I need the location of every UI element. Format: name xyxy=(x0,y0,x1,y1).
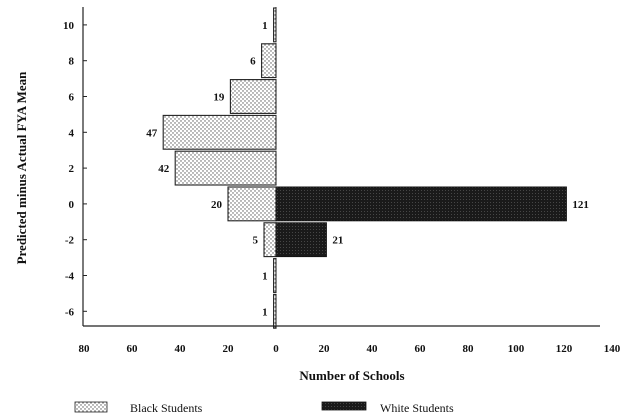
y-tick-label: 0 xyxy=(69,199,75,211)
bar-black-students xyxy=(174,150,277,186)
x-tick-label: 60 xyxy=(415,343,427,355)
bar-black-students xyxy=(229,79,277,114)
x-tick-label: 40 xyxy=(367,343,379,355)
x-tick-label: 140 xyxy=(604,343,621,355)
y-tick-label: 8 xyxy=(69,56,75,68)
data-label-black: 19 xyxy=(213,92,225,104)
data-label-black: 47 xyxy=(146,127,158,139)
legend-label-black: Black Students xyxy=(130,401,203,415)
y-tick-label: 10 xyxy=(63,20,75,32)
bar-white-students xyxy=(275,186,567,222)
data-label-black: 1 xyxy=(262,271,268,283)
x-tick-label: 40 xyxy=(175,343,187,355)
data-label-white: 121 xyxy=(572,199,589,211)
bar-white-students xyxy=(275,222,327,258)
y-axis-title: Predicted minus Actual FYA Mean xyxy=(14,71,29,265)
y-tick-label: -2 xyxy=(65,235,75,247)
x-tick-label: 20 xyxy=(223,343,235,355)
legend: Black Students White Students xyxy=(74,401,454,415)
x-tick-label: 0 xyxy=(273,343,279,355)
data-label-black: 6 xyxy=(250,56,256,68)
legend-label-white: White Students xyxy=(380,401,454,415)
x-tick-label: 80 xyxy=(79,343,91,355)
data-label-black: 20 xyxy=(211,199,223,211)
x-tick-label: 20 xyxy=(319,343,331,355)
bar-black-students xyxy=(273,293,277,329)
bar-black-students xyxy=(227,186,277,222)
x-axis-title: Number of Schools xyxy=(299,368,404,383)
bar-black-students xyxy=(162,114,277,150)
y-tick-label: -4 xyxy=(65,271,75,283)
bar-black-students xyxy=(263,222,277,258)
legend-swatch-white xyxy=(321,401,367,411)
y-tick-label: 4 xyxy=(69,127,75,139)
data-label-black: 1 xyxy=(262,20,268,32)
legend-swatch-black xyxy=(74,401,108,413)
bar-black-students xyxy=(273,7,277,43)
x-tick-label: 120 xyxy=(556,343,573,355)
data-label-black: 42 xyxy=(158,163,170,175)
y-tick-label: 2 xyxy=(69,163,75,175)
y-tick-label: 6 xyxy=(69,92,75,104)
x-tick-label: 60 xyxy=(127,343,139,355)
data-label-white: 21 xyxy=(332,235,343,247)
bar-black-students xyxy=(261,43,277,79)
x-tick-label: 100 xyxy=(508,343,525,355)
data-label-black: 5 xyxy=(253,235,259,247)
bar-black-students xyxy=(273,258,277,293)
data-label-black: 1 xyxy=(262,306,268,318)
x-tick-label: 80 xyxy=(463,343,475,355)
y-tick-label: -6 xyxy=(65,306,75,318)
